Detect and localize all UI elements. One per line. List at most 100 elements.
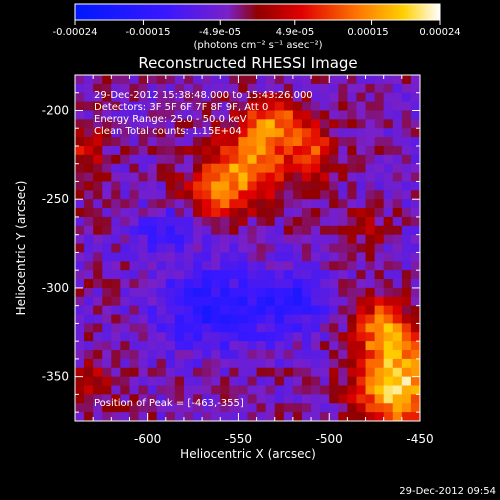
heatmap-cell (320, 305, 330, 316)
heatmap-cell (311, 172, 321, 183)
heatmap-cell (392, 119, 403, 129)
heatmap-cell (120, 305, 131, 316)
heatmap-cell (238, 137, 249, 147)
heatmap-cell (229, 305, 240, 316)
heatmap-cell (356, 367, 367, 378)
heatmap-cell (274, 332, 285, 342)
heatmap-cell (120, 287, 131, 298)
heatmap-cell (202, 287, 212, 298)
heatmap-cell (329, 287, 339, 298)
heatmap-cell (356, 190, 367, 200)
heatmap-cell (311, 394, 321, 404)
heatmap-cell (247, 190, 258, 200)
heatmap-cell (301, 137, 312, 147)
heatmap-cell (347, 367, 358, 378)
heatmap-cell (311, 243, 321, 254)
heatmap-cell (93, 216, 103, 227)
heatmap-cell (301, 75, 312, 85)
heatmap-cell (220, 305, 230, 316)
heatmap-cell (147, 208, 158, 218)
heatmap-cell (338, 83, 348, 94)
heatmap-cell (75, 92, 85, 103)
heatmap-cell (374, 252, 385, 262)
heatmap-cell (274, 163, 285, 174)
heatmap-cell (420, 377, 430, 386)
heatmap-cell (392, 163, 403, 174)
heatmap-cell (129, 225, 140, 236)
heatmap-cell (301, 287, 312, 298)
heatmap-cell (301, 128, 312, 138)
heatmap-cell (401, 252, 412, 262)
heatmap-cell (410, 358, 420, 369)
heatmap-cell (220, 287, 230, 298)
heatmap-cell (374, 270, 385, 280)
heatmap-cell (292, 332, 303, 342)
heatmap-cell (374, 403, 385, 413)
heatmap-cell (320, 75, 330, 85)
heatmap-cell (365, 394, 376, 404)
heatmap-cell (401, 270, 412, 280)
heatmap-cell (220, 367, 230, 378)
heatmap-cell (156, 270, 167, 280)
heatmap-cell (156, 137, 167, 147)
heatmap-cell (120, 75, 131, 85)
heatmap-cell (292, 385, 303, 395)
heatmap-cell (147, 83, 158, 94)
heatmap-cell (93, 172, 103, 183)
heatmap-cell (410, 270, 420, 280)
heatmap-cell (174, 243, 185, 254)
heatmap-cell (265, 332, 276, 342)
heatmap-cell (329, 225, 339, 236)
heatmap-cell (156, 92, 167, 103)
heatmap-cell (165, 252, 176, 262)
heatmap-cell (265, 172, 276, 183)
heatmap-cell (401, 110, 412, 120)
heatmap-cell (174, 252, 185, 262)
heatmap-cell (229, 145, 240, 156)
heatmap-cell (193, 154, 203, 165)
heatmap-cell (301, 376, 312, 387)
heatmap-cell (193, 190, 203, 200)
heatmap-cell (75, 110, 85, 120)
heatmap-cell (329, 323, 339, 333)
heatmap-cell (147, 101, 158, 112)
heatmap-cell (120, 243, 131, 254)
x-tick-label: -500 (316, 432, 343, 446)
heatmap-cell (165, 145, 176, 156)
heatmap-cell (283, 128, 294, 138)
heatmap-cell (229, 403, 240, 413)
heatmap-cell (256, 128, 267, 138)
heatmap-cell (274, 385, 285, 395)
heatmap-cell (75, 145, 85, 156)
heatmap-cell (329, 394, 339, 404)
heatmap-cell (347, 421, 357, 430)
heatmap-cell (138, 172, 149, 183)
heatmap-cell (211, 358, 221, 369)
heatmap-cell (183, 225, 194, 236)
heatmap-cell (156, 101, 167, 112)
heatmap-cell (229, 75, 240, 85)
heatmap-cell (202, 154, 212, 165)
heatmap-cell (174, 181, 185, 191)
heatmap-cell (256, 296, 267, 307)
heatmap-cell (229, 252, 240, 262)
heatmap-cell (420, 315, 430, 324)
heatmap-cell (420, 412, 430, 421)
heatmap-cell (420, 84, 430, 93)
heatmap-cell (102, 234, 112, 245)
heatmap-cell (156, 190, 167, 200)
heatmap-cell (93, 75, 103, 85)
heatmap-cell (238, 332, 249, 342)
heatmap-cell (138, 181, 149, 191)
heatmap-cell (256, 199, 267, 209)
heatmap-cell (383, 110, 394, 120)
heatmap-cell (147, 358, 158, 369)
heatmap-cell (238, 403, 249, 413)
heatmap-cell (283, 172, 294, 183)
heatmap-cell (238, 225, 249, 236)
heatmap-cell (202, 367, 212, 378)
heatmap-cell (165, 128, 176, 138)
heatmap-cell (183, 128, 194, 138)
heatmap-cell (347, 403, 358, 413)
heatmap-cell (329, 332, 339, 342)
